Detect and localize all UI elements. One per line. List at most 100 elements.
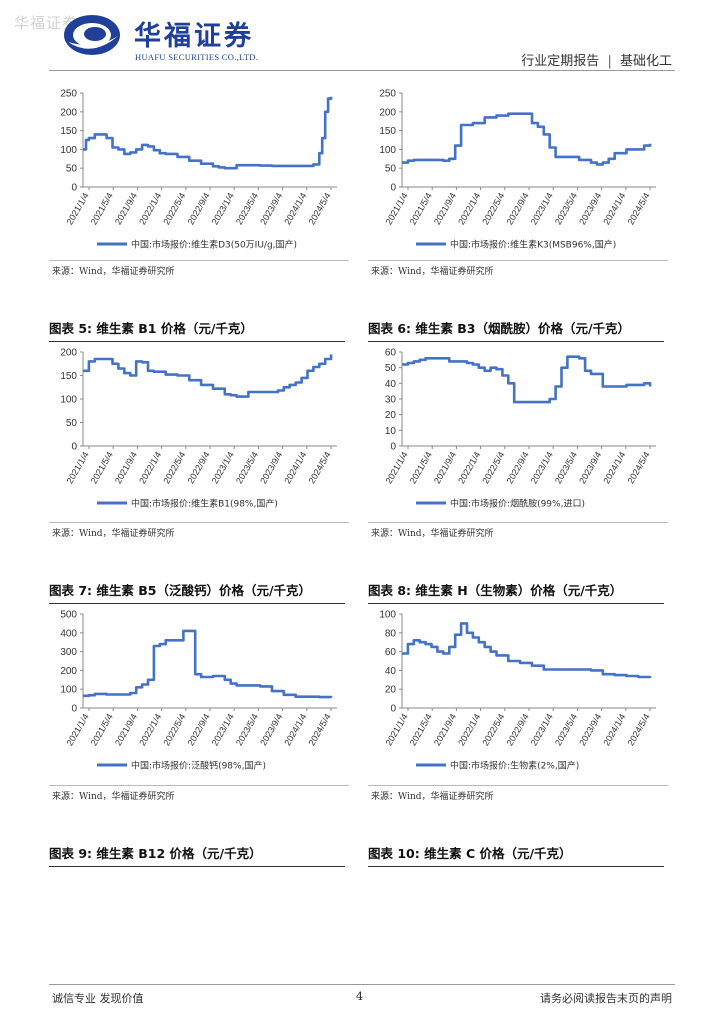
x-tick-label: 2024/1/4 (601, 450, 627, 485)
x-tick-label: 2022/1/4 (137, 450, 163, 485)
x-tick-label: 2023/1/4 (529, 191, 555, 226)
x-tick-label: 2023/9/4 (258, 712, 284, 747)
line-chart: 0501001502002021/1/42021/5/42021/9/42022… (60, 348, 337, 510)
series-line (402, 355, 652, 404)
y-tick-label: 150 (379, 126, 396, 137)
chart-source: 来源：Wind，华福证券研究所 (371, 267, 494, 277)
source-divider (368, 522, 668, 523)
x-tick-label: 2021/5/4 (89, 450, 115, 485)
y-tick-label: 60 (385, 348, 397, 359)
brand-english: HUAFU SECURITIES CO.,LTD. (135, 52, 259, 62)
y-tick-label: 200 (60, 666, 77, 677)
x-tick-label: 2024/5/4 (626, 712, 652, 747)
y-tick-label: 20 (385, 685, 397, 696)
y-tick-label: 40 (385, 666, 397, 677)
x-tick-label: 2023/5/4 (553, 712, 579, 747)
line-chart: 0 100 200 300 400 500 2021/1/42021/5/42021/9/4… (60, 610, 337, 772)
x-tick-label: 2023/5/4 (553, 450, 579, 485)
y-tick-label: 150 (60, 371, 77, 382)
x-tick-label: 2022/9/4 (505, 450, 531, 485)
x-tick-label: 2023/9/4 (577, 712, 603, 747)
footer-disclaimer: 请务必阅读报告末页的声明 (540, 992, 672, 1005)
footer-divider (49, 984, 675, 985)
series-line (83, 354, 333, 398)
y-tick-label: 40 (385, 379, 397, 390)
series-line (402, 622, 652, 679)
chart-vitamin-h: 0 20 40 60 80 100 2021/1/4 2021/5/4 2021/9/4 2022… (368, 606, 668, 791)
line-chart: 01020304050602021/1/42021/5/42021/9/4202… (384, 348, 656, 510)
y-tick-label: 200 (60, 107, 77, 118)
y-tick-label: 250 (379, 89, 396, 100)
series-line (83, 629, 333, 699)
x-tick-label: 2024/1/4 (282, 712, 308, 747)
y-tick-label: 50 (66, 164, 78, 175)
x-tick-label: 2023/9/4 (577, 450, 603, 485)
x-tick-label: 2021/1/4 (65, 191, 91, 226)
chart-vitamin-d3: 0 50 100 150 200 250 2021/1/4 2021/5/4 2021/9/4 2… (49, 85, 349, 270)
x-tick-label: 2021/5/4 (408, 191, 434, 226)
legend-label: 中国:市场报价:维生素K3(MSB96%,国产) (450, 239, 616, 251)
x-tick-label: 2023/1/4 (210, 712, 236, 747)
source-divider (49, 522, 349, 523)
x-tick-label: 2022/9/4 (505, 712, 531, 747)
legend-label: 中国:市场报价:生物素(2%,国产) (450, 760, 579, 772)
y-tick-label: 50 (66, 418, 78, 429)
y-tick-label: 0 (390, 183, 396, 194)
x-tick-label: 2023/5/4 (553, 191, 579, 226)
x-tick-label: 2021/1/4 (65, 450, 91, 485)
watermark: 华福证券 (14, 14, 79, 32)
y-tick-label: 0 (390, 704, 396, 715)
chart-source: 来源：Wind，华福证券研究所 (52, 529, 175, 539)
series-line (402, 112, 652, 166)
x-tick-label: 2024/5/4 (307, 450, 333, 485)
x-tick-label: 2023/1/4 (529, 450, 555, 485)
sector-label: 基础化工 (619, 54, 672, 69)
report-type: 行业定期报告 (521, 54, 600, 69)
x-tick-label: 2022/9/4 (505, 191, 531, 226)
y-tick-label: 500 (60, 610, 77, 621)
figure-title: 图表 7: 维生素 B5（泛酸钙）价格（元/千克） (49, 580, 345, 604)
y-tick-label: 80 (385, 628, 397, 639)
header-separator: | (607, 54, 612, 69)
x-tick-label: 2024/1/4 (601, 191, 627, 226)
x-tick-label: 2022/9/4 (186, 191, 212, 226)
figure-title-b12: 图表 9: 维生素 B12 价格（元/千克） (49, 843, 345, 867)
x-tick-label: 2023/9/4 (258, 191, 284, 226)
figure-title: 图表 6: 维生素 B3（烟酰胺）价格（元/千克） (368, 318, 664, 342)
x-tick-label: 2021/9/4 (113, 450, 139, 485)
x-tick-label: 2021/1/4 (384, 191, 410, 226)
y-tick-label: 60 (385, 647, 397, 658)
x-tick-label: 2024/5/4 (626, 450, 652, 485)
line-chart: 0501001502002502021/1/42021/5/42021/9/42… (379, 89, 656, 251)
x-tick-label: 2024/1/4 (282, 191, 308, 226)
legend-label: 中国:市场报价:维生素D3(50万IU/g,国产) (131, 239, 297, 251)
report-category: 行业定期报告 | 基础化工 (521, 50, 672, 69)
x-tick-label: 2024/1/4 (282, 450, 308, 485)
y-tick-label: 400 (60, 628, 77, 639)
chart-vitamin-k3: 0 50 100 150 200 250 2021/1/4 2021/5/4 2021/9/4 2… (368, 85, 668, 270)
x-tick-label: 2021/5/4 (89, 191, 115, 226)
y-tick-label: 100 (60, 685, 77, 696)
figure-title: 图表 8: 维生素 H（生物素）价格（元/千克） (368, 580, 664, 604)
x-tick-label: 2023/9/4 (258, 450, 284, 485)
x-tick-label: 2021/5/4 (408, 450, 434, 485)
x-tick-label: 2022/1/4 (137, 712, 163, 747)
y-tick-label: 200 (379, 107, 396, 118)
chart-vitamin-b5: 0 100 200 300 400 500 2021/1/4 2021/5/4 2021/9/4… (49, 606, 349, 791)
chart-source: 来源：Wind，华福证券研究所 (52, 792, 175, 802)
chart-vitamin-b3: 0 10 20 30 40 50 60 2021/1/4 2021/5/4 2021/9/4 202… (368, 344, 668, 529)
x-tick-label: 2022/5/4 (480, 191, 506, 226)
y-tick-label: 20 (385, 410, 397, 421)
x-tick-label: 2022/1/4 (456, 712, 482, 747)
chart-vitamin-b1: 0 50 100 150 200 2021/1/4 2021/5/4 2021/9/4 2022… (49, 344, 349, 529)
x-tick-label: 2021/9/4 (432, 450, 458, 485)
y-tick-label: 300 (60, 647, 77, 658)
x-tick-label: 2023/5/4 (234, 450, 260, 485)
x-tick-label: 2022/5/4 (161, 450, 187, 485)
header-divider (49, 70, 675, 71)
x-tick-label: 2023/5/4 (234, 712, 260, 747)
x-tick-label: 2022/5/4 (480, 712, 506, 747)
y-tick-label: 150 (60, 126, 77, 137)
x-tick-label: 2024/5/4 (626, 191, 652, 226)
x-tick-label: 2022/1/4 (456, 191, 482, 226)
